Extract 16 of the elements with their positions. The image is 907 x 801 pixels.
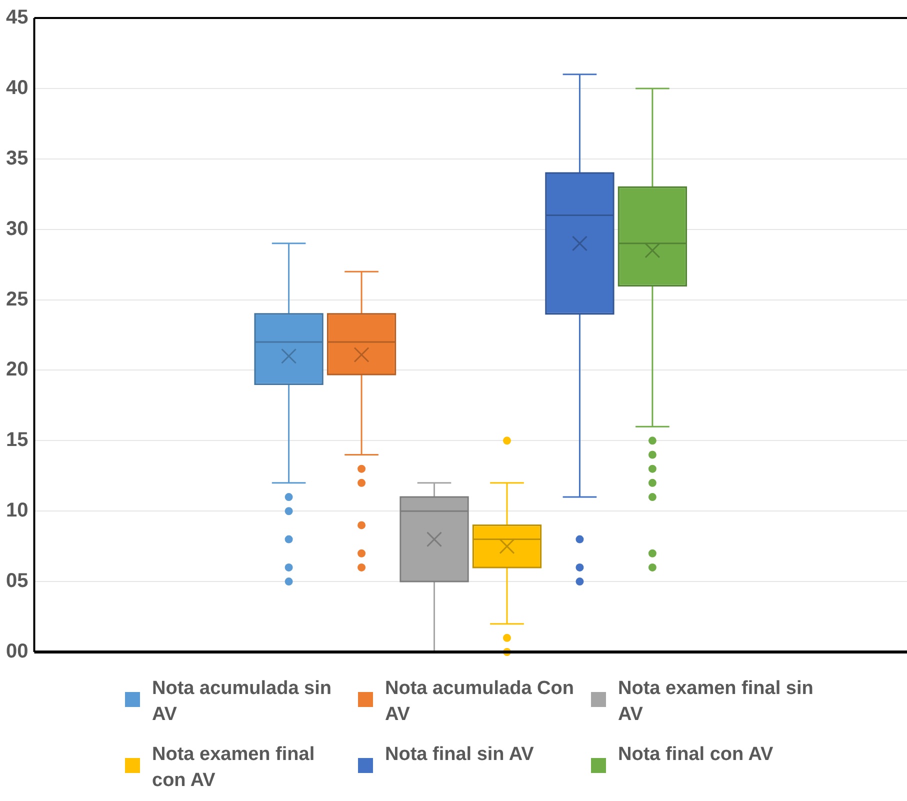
y-tick-label: 35 bbox=[6, 147, 28, 170]
legend-label: Nota final sin AV bbox=[385, 743, 535, 767]
legend-label: Nota acumulada sin AV bbox=[152, 677, 332, 727]
legend-label: Nota acumulada Con AV bbox=[385, 677, 575, 727]
y-tick-label: 15 bbox=[6, 429, 28, 452]
y-tick-label: 40 bbox=[6, 76, 28, 99]
legend-label: Nota examen final con AV bbox=[152, 743, 316, 793]
y-tick-label: 45 bbox=[6, 6, 28, 29]
y-tick-label: 20 bbox=[6, 358, 28, 381]
y-tick-label: 10 bbox=[6, 500, 28, 522]
y-tick-label: 30 bbox=[6, 218, 28, 240]
y-tick-label: 00 bbox=[6, 640, 28, 663]
legend-label: Nota examen final sin AV bbox=[618, 677, 814, 727]
legend-label: Nota final con AV bbox=[618, 743, 774, 767]
y-tick-label: 25 bbox=[6, 288, 28, 310]
y-tick-label: 05 bbox=[6, 570, 28, 592]
